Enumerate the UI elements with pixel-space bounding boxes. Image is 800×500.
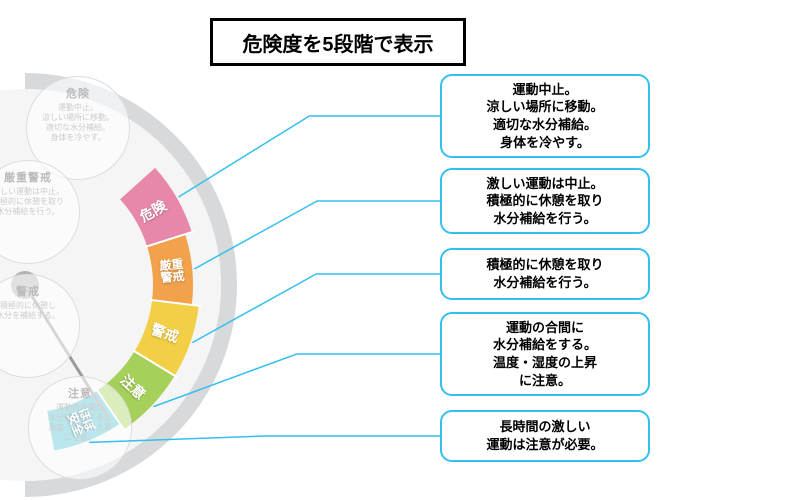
ghost-body: 積極的に休憩し 水分を補給する。 <box>0 301 73 321</box>
ghost-body: 激しい運動は中止。 積極的に休憩を取り 水分補給を行う。 <box>0 187 73 217</box>
callout-severe_alert: 激しい運動は中止。 積極的に休憩を取り 水分補給を行う。 <box>440 168 650 234</box>
wedge-label-alert: 警戒 <box>148 319 181 347</box>
callout-safe: 長時間の激しい 運動は注意が必要。 <box>440 410 650 462</box>
ghost-circle-2: 警戒積極的に休憩し 水分を補給する。 <box>0 274 80 378</box>
ghost-title: 注意 <box>35 385 125 401</box>
callout-caution: 運動の合間に 水分補給をする。 温度・湿度の上昇 に注意。 <box>440 312 650 396</box>
ghost-title: 警戒 <box>0 283 73 299</box>
infographic-container: 危険度を5段階で表示 危険運動中止。 涼しい場所に移動。 適切な水分補給。 身体… <box>0 0 800 500</box>
ghost-body: 運動中止。 涼しい場所に移動。 適切な水分補給。 身体を冷やす。 <box>33 103 123 143</box>
title-box: 危険度を5段階で表示 <box>210 18 466 66</box>
wedge-label-danger: 危険 <box>136 196 170 227</box>
title-text: 危険度を5段階で表示 <box>242 28 433 57</box>
callout-danger: 運動中止。 涼しい場所に移動。 適切な水分補給。 身体を冷やす。 <box>440 74 650 158</box>
callout-alert: 積極的に休憩を取り 水分補給を行う。 <box>440 248 650 300</box>
wedge-label-severe_alert: 厳重警戒 <box>159 258 185 284</box>
ghost-title: 危険 <box>33 85 123 101</box>
